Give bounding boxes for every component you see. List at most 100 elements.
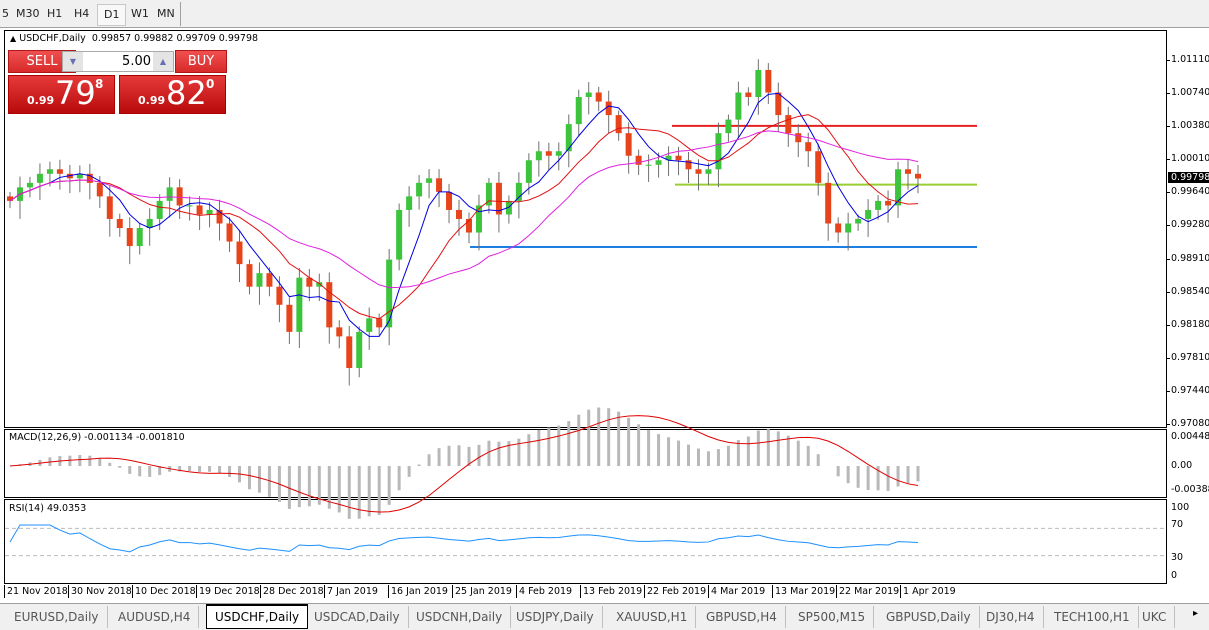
- candle-body: [555, 151, 562, 156]
- candle-body: [575, 97, 582, 125]
- timeframe-toolbar: 5 M30 H1 H4 D1 W1 MN: [0, 0, 1209, 28]
- candle-body: [915, 173, 921, 179]
- candle-body: [106, 196, 113, 219]
- rsi-line: [9, 524, 919, 553]
- buy-price[interactable]: 0.99 82 0: [119, 74, 226, 114]
- chart-tab[interactable]: USDCAD,Daily: [306, 606, 409, 628]
- date-tick: 22 Feb 2019: [644, 585, 706, 598]
- candle-body: [226, 223, 233, 242]
- candle-body: [845, 223, 852, 233]
- chart-tab[interactable]: GBPUSD,H4: [698, 606, 786, 628]
- date-tick: 13 Feb 2019: [580, 585, 642, 598]
- chart-tab[interactable]: SP500,M15: [790, 606, 875, 628]
- buy-button[interactable]: BUY: [175, 50, 227, 73]
- price-tick: 0.98910: [1171, 252, 1209, 264]
- increase-lot-icon[interactable]: ▲: [153, 52, 173, 71]
- candle-body: [545, 151, 552, 156]
- candle-body: [495, 182, 502, 215]
- macd-pane[interactable]: [4, 429, 1167, 498]
- chart-tab[interactable]: AUDUSD,H4: [110, 606, 200, 628]
- candle-body: [166, 187, 173, 201]
- date-tick: 30 Nov 2018: [68, 585, 132, 598]
- candle-body: [236, 241, 243, 265]
- candle-body: [196, 205, 203, 215]
- buy-price-prefix: 0.99: [138, 94, 166, 107]
- candle-body: [446, 191, 453, 210]
- chart-title: ▲ USDCHF,Daily 0.99857 0.99882 0.99709 0…: [10, 33, 258, 44]
- price-tick-mark: [1166, 357, 1170, 359]
- candle-body: [775, 92, 782, 116]
- candle-body: [625, 133, 632, 156]
- candle-body: [525, 160, 532, 183]
- rsi-label: RSI(14) 49.0353: [9, 503, 87, 514]
- chart-tab[interactable]: USDCHF,Daily: [206, 604, 309, 629]
- candle-body: [416, 182, 423, 197]
- sell-button[interactable]: SELL: [8, 50, 76, 73]
- chart-tab[interactable]: USDCNH,Daily: [408, 606, 512, 628]
- chart-tab[interactable]: XAUUSD,H1: [608, 606, 697, 628]
- collapse-arrow-icon[interactable]: ▲: [10, 34, 17, 43]
- rsi-pane[interactable]: [4, 499, 1167, 584]
- chart-tab[interactable]: TECH100,H1: [1046, 606, 1139, 628]
- price-tick-mark: [1166, 324, 1170, 326]
- candle-body: [436, 178, 443, 192]
- candle-body: [386, 259, 393, 328]
- tf-m30[interactable]: M30: [16, 7, 40, 20]
- candle-body: [96, 182, 103, 197]
- tf-h4[interactable]: H4: [74, 7, 90, 20]
- candle-body: [56, 169, 63, 174]
- candle-body: [785, 115, 792, 134]
- candle-body: [26, 182, 33, 188]
- price-tick: 0.97810: [1171, 351, 1209, 363]
- price-tick-mark: [1166, 60, 1170, 61]
- chart-tab[interactable]: EURUSD,Daily: [6, 606, 108, 628]
- candle-body: [366, 318, 373, 332]
- scroll-tabs-right-icon[interactable]: ▸: [1193, 608, 1199, 619]
- sell-price[interactable]: 0.99 79 8: [8, 74, 115, 114]
- date-tick: 21 Nov 2018: [4, 585, 68, 598]
- candle-body: [855, 218, 862, 224]
- tf-d1[interactable]: D1: [97, 4, 127, 26]
- price-tick-mark: [1166, 390, 1170, 392]
- date-tick: 1 Apr 2019: [900, 585, 956, 598]
- tf-m15[interactable]: 5: [2, 7, 9, 20]
- candle-body: [136, 228, 143, 247]
- lot-size-input[interactable]: [85, 52, 151, 71]
- chart-canvas[interactable]: [0, 0, 1209, 600]
- candle-body: [675, 155, 682, 161]
- candle-body: [156, 200, 163, 219]
- chart-tab[interactable]: DJ30,H4: [978, 606, 1044, 628]
- chart-tab[interactable]: GBPUSD,Daily: [878, 606, 980, 628]
- chart-tab[interactable]: USDJPY,Daily: [508, 606, 603, 628]
- price-tick: 1.01110: [1171, 54, 1209, 65]
- candle-body: [635, 155, 642, 165]
- sell-price-fraction: 8: [95, 77, 104, 91]
- candle-body: [615, 115, 622, 134]
- tf-mn[interactable]: MN: [157, 7, 175, 20]
- price-tick-mark: [1166, 424, 1170, 425]
- price-tick-mark: [1166, 192, 1170, 194]
- tf-w1[interactable]: W1: [131, 7, 149, 20]
- rsi-tick: 0: [1171, 570, 1178, 581]
- candle-body: [426, 178, 433, 183]
- candle-body: [146, 218, 153, 228]
- tf-h1[interactable]: H1: [47, 7, 63, 20]
- decrease-lot-icon[interactable]: ▼: [63, 52, 83, 71]
- candle-body: [585, 92, 592, 98]
- candle-body: [745, 92, 752, 98]
- candle-body: [705, 169, 712, 174]
- sell-price-pips: 79: [55, 74, 96, 112]
- price-tick: 0.98180: [1171, 318, 1209, 330]
- rsi-tick: 70: [1171, 519, 1184, 530]
- chart-tab[interactable]: UKC: [1134, 606, 1176, 628]
- price-tick-mark: [1166, 126, 1170, 128]
- lot-size-stepper: ▼ ▲: [62, 51, 174, 72]
- date-tick: 28 Dec 2018: [260, 585, 324, 598]
- candle-body: [655, 160, 662, 165]
- current-price-label: 0.99798: [1168, 171, 1209, 183]
- date-axis: 21 Nov 2018 30 Nov 2018 10 Dec 2018 19 Dec …: [0, 585, 1209, 601]
- ma-fast-line: [9, 92, 919, 337]
- candle-body: [346, 336, 353, 368]
- sell-price-prefix: 0.99: [27, 94, 55, 107]
- price-tick-mark: [1166, 258, 1170, 260]
